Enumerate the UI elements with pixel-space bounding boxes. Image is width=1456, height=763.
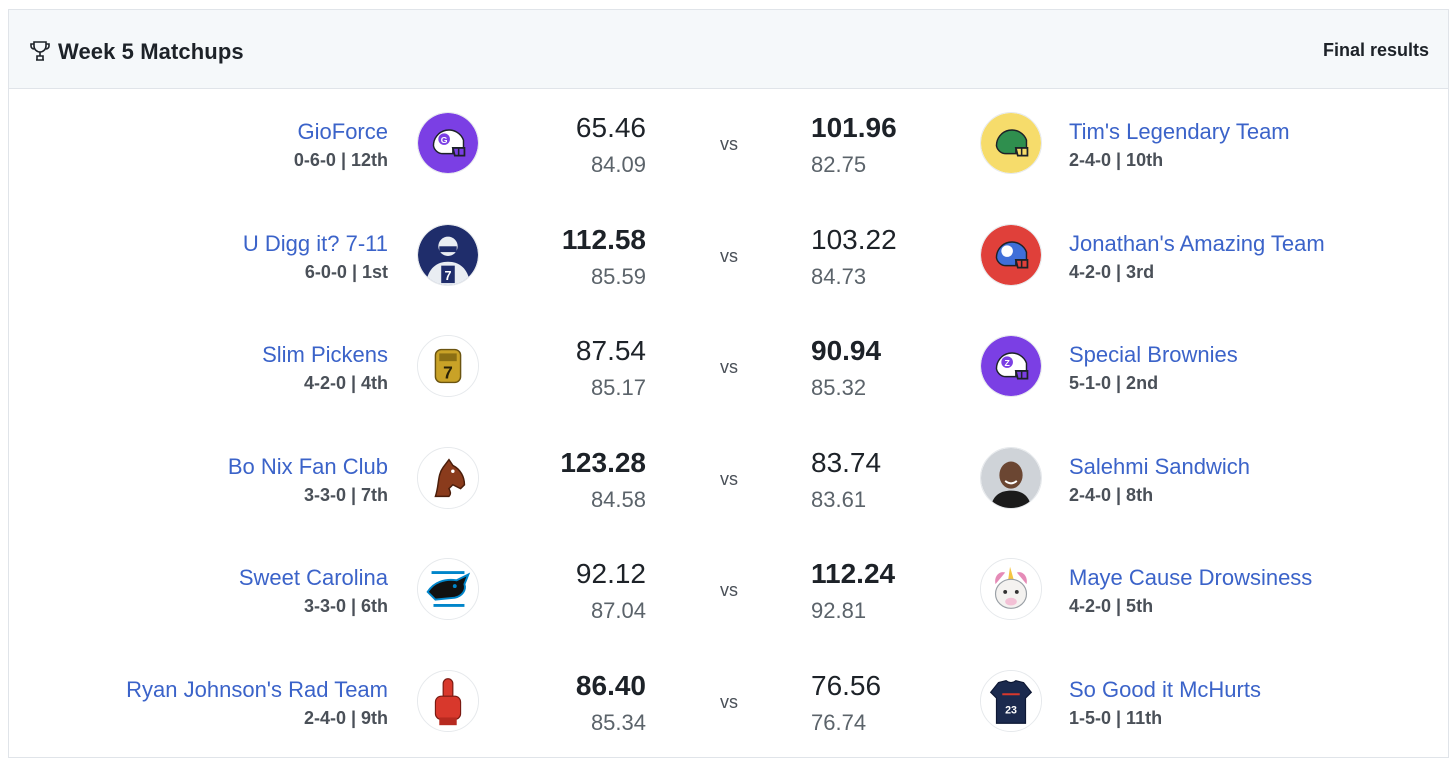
- matchup-row[interactable]: Slim Pickens 4-2-0 | 4th 7 87.54 85.17 vs 90…: [9, 313, 1448, 425]
- team-name-link[interactable]: Ryan Johnson's Rad Team: [126, 676, 388, 702]
- helmet-purple-icon[interactable]: Z: [980, 335, 1042, 397]
- page-title: Week 5 Matchups: [58, 39, 244, 64]
- results-status: Final results: [1322, 40, 1429, 60]
- trophy-icon: [30, 41, 50, 61]
- team-name-link[interactable]: GioForce: [297, 119, 388, 144]
- projected-score: 83.61: [811, 486, 867, 512]
- svg-text:7: 7: [443, 363, 453, 383]
- svg-text:G: G: [441, 135, 448, 145]
- svg-text:23: 23: [1005, 704, 1017, 716]
- team-record: 1-5-0 | 11th: [1069, 707, 1163, 728]
- matchups-card: Week 5 Matchups Final results GioForce 0-…: [8, 9, 1449, 758]
- team-record: 4-2-0 | 3rd: [1069, 261, 1155, 282]
- team-record: 4-2-0 | 5th: [1069, 596, 1154, 616]
- team-name-link[interactable]: Special Brownies: [1069, 342, 1238, 367]
- matchup-row[interactable]: U Digg it? 7-11 6-0-0 | 1st 7 112.58 85.59…: [9, 202, 1448, 314]
- team-name-link[interactable]: Sweet Carolina: [238, 565, 388, 590]
- projected-score: 85.34: [590, 709, 646, 735]
- vs-label: vs: [720, 468, 738, 489]
- projected-score: 84.73: [811, 263, 867, 289]
- team-record: 5-1-0 | 2nd: [1069, 373, 1159, 393]
- projected-score: 84.09: [590, 152, 646, 177]
- team-record: 3-3-0 | 6th: [303, 596, 388, 616]
- vs-label: vs: [720, 245, 738, 266]
- projected-score: 87.04: [590, 598, 646, 623]
- projected-score: 76.74: [811, 709, 867, 735]
- team-record: 2-4-0 | 10th: [1069, 150, 1164, 170]
- svg-text:7: 7: [445, 269, 452, 283]
- team-score: 112.24: [811, 558, 896, 589]
- team-score: 86.40: [575, 669, 646, 701]
- matchup-list: GioForce 0-6-0 | 12th G 65.46 84.09 vs 101.9…: [9, 90, 1448, 759]
- vs-label: vs: [720, 580, 738, 600]
- team-record: 3-3-0 | 7th: [303, 484, 388, 505]
- vs-label: vs: [720, 357, 738, 377]
- svg-text:Z: Z: [1004, 358, 1010, 368]
- team-name-link[interactable]: U Digg it? 7-11: [242, 230, 388, 256]
- team-record: 6-0-0 | 1st: [304, 261, 388, 282]
- horse-head-icon[interactable]: [417, 446, 479, 509]
- team-name-link[interactable]: Bo Nix Fan Club: [227, 453, 388, 479]
- team-name-link[interactable]: So Good it McHurts: [1069, 676, 1261, 702]
- player-photo-avatar[interactable]: 7: [417, 223, 479, 286]
- projected-score: 84.58: [590, 486, 646, 512]
- vs-label: vs: [720, 134, 738, 154]
- team-score: 83.74: [811, 446, 882, 478]
- helmet-purple-icon[interactable]: G: [417, 112, 479, 174]
- foam-finger-icon[interactable]: [417, 669, 479, 732]
- matchup-row[interactable]: Sweet Carolina 3-3-0 | 6th 92.12 87.04 vs 11…: [9, 536, 1448, 648]
- team-score: 101.96: [811, 112, 897, 143]
- matchup-row[interactable]: GioForce 0-6-0 | 12th G 65.46 84.09 vs 101.9…: [9, 90, 1448, 202]
- person-photo-avatar[interactable]: [980, 446, 1042, 509]
- projected-score: 85.32: [811, 375, 867, 400]
- panther-logo-icon[interactable]: [417, 558, 479, 620]
- team-record: 2-4-0 | 8th: [1069, 484, 1154, 505]
- team-record: 0-6-0 | 12th: [293, 150, 388, 170]
- team-score: 123.28: [560, 446, 646, 478]
- team-name-link[interactable]: Maye Cause Drowsiness: [1069, 565, 1313, 590]
- projected-score: 85.17: [590, 375, 646, 400]
- jersey-icon[interactable]: 23: [980, 669, 1042, 732]
- team-score: 92.12: [575, 558, 646, 589]
- team-name-link[interactable]: Tim's Legendary Team: [1069, 119, 1290, 144]
- team-score: 76.56: [811, 669, 882, 701]
- team-name-link[interactable]: Salehmi Sandwich: [1069, 453, 1250, 479]
- svg-text:J: J: [1005, 247, 1010, 257]
- team-record: 4-2-0 | 4th: [303, 373, 388, 393]
- team-score: 87.54: [575, 335, 646, 366]
- card-header: Week 5 Matchups Final results: [9, 10, 1448, 89]
- team-name-link[interactable]: Slim Pickens: [262, 342, 388, 367]
- team-score: 90.94: [811, 335, 882, 366]
- helmet-green-icon[interactable]: [980, 112, 1042, 174]
- vs-label: vs: [720, 691, 738, 712]
- matchup-row[interactable]: Ryan Johnson's Rad Team 2-4-0 | 9th 86.40…: [9, 648, 1448, 760]
- helmet-blue-icon[interactable]: J: [980, 223, 1042, 286]
- championship-ring-icon[interactable]: 7: [417, 335, 479, 397]
- unicorn-icon[interactable]: [980, 558, 1042, 620]
- matchup-row[interactable]: Bo Nix Fan Club 3-3-0 | 7th 123.28 84.58 vs…: [9, 425, 1448, 537]
- team-score: 65.46: [575, 112, 646, 143]
- team-score: 103.22: [811, 223, 897, 255]
- projected-score: 92.81: [811, 598, 867, 623]
- projected-score: 85.59: [590, 263, 646, 289]
- team-name-link[interactable]: Jonathan's Amazing Team: [1069, 230, 1325, 256]
- projected-score: 82.75: [811, 152, 867, 177]
- team-record: 2-4-0 | 9th: [303, 707, 388, 728]
- team-score: 112.58: [561, 223, 646, 255]
